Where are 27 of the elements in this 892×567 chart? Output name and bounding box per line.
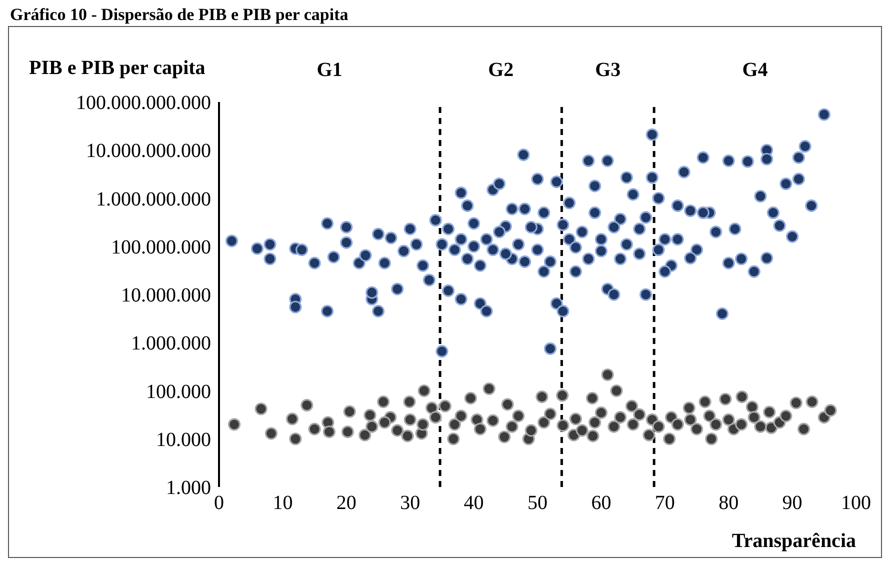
x-axis-title: Transparência [732,530,856,552]
x-tick-label: 60 [591,492,612,514]
y-tick-label: 100.000.000 [111,236,211,258]
text: G2 [487,59,515,82]
x-tick-label: 90 [782,492,802,514]
y-tick-label: 1.000.000 [131,332,211,355]
text: G3 [594,59,622,82]
x-tick-label: 10 [272,492,293,514]
y-tick-label: 10.000.000.000 [86,140,211,162]
y-tick-label: 10.000 [156,428,211,451]
x-tick-label: 80 [718,492,739,514]
x-tick-label: 20 [336,492,356,514]
x-tick-label: 100 [841,492,871,514]
text: G1 [316,59,344,82]
y-tick-label: 1.000 [166,477,211,500]
y-tick-label: 100.000 [146,380,211,403]
y-axis-title: PIB e PIB per capita [29,57,206,80]
chart-title: Gráfico 10 - Dispersão de PIB e PIB per capita [9,5,350,24]
y-tick-label: 10.000.000 [121,284,211,307]
y-tick-label: 100.000.000.000 [76,92,211,114]
x-tick-label: 0 [214,492,224,514]
text: G4 [741,59,769,82]
x-tick-label: 40 [464,492,484,514]
x-tick-label: 70 [654,492,675,514]
y-tick-label: 1.000.000.000 [96,188,211,210]
x-tick-label: 50 [528,492,548,514]
x-tick-label: 30 [400,492,420,514]
